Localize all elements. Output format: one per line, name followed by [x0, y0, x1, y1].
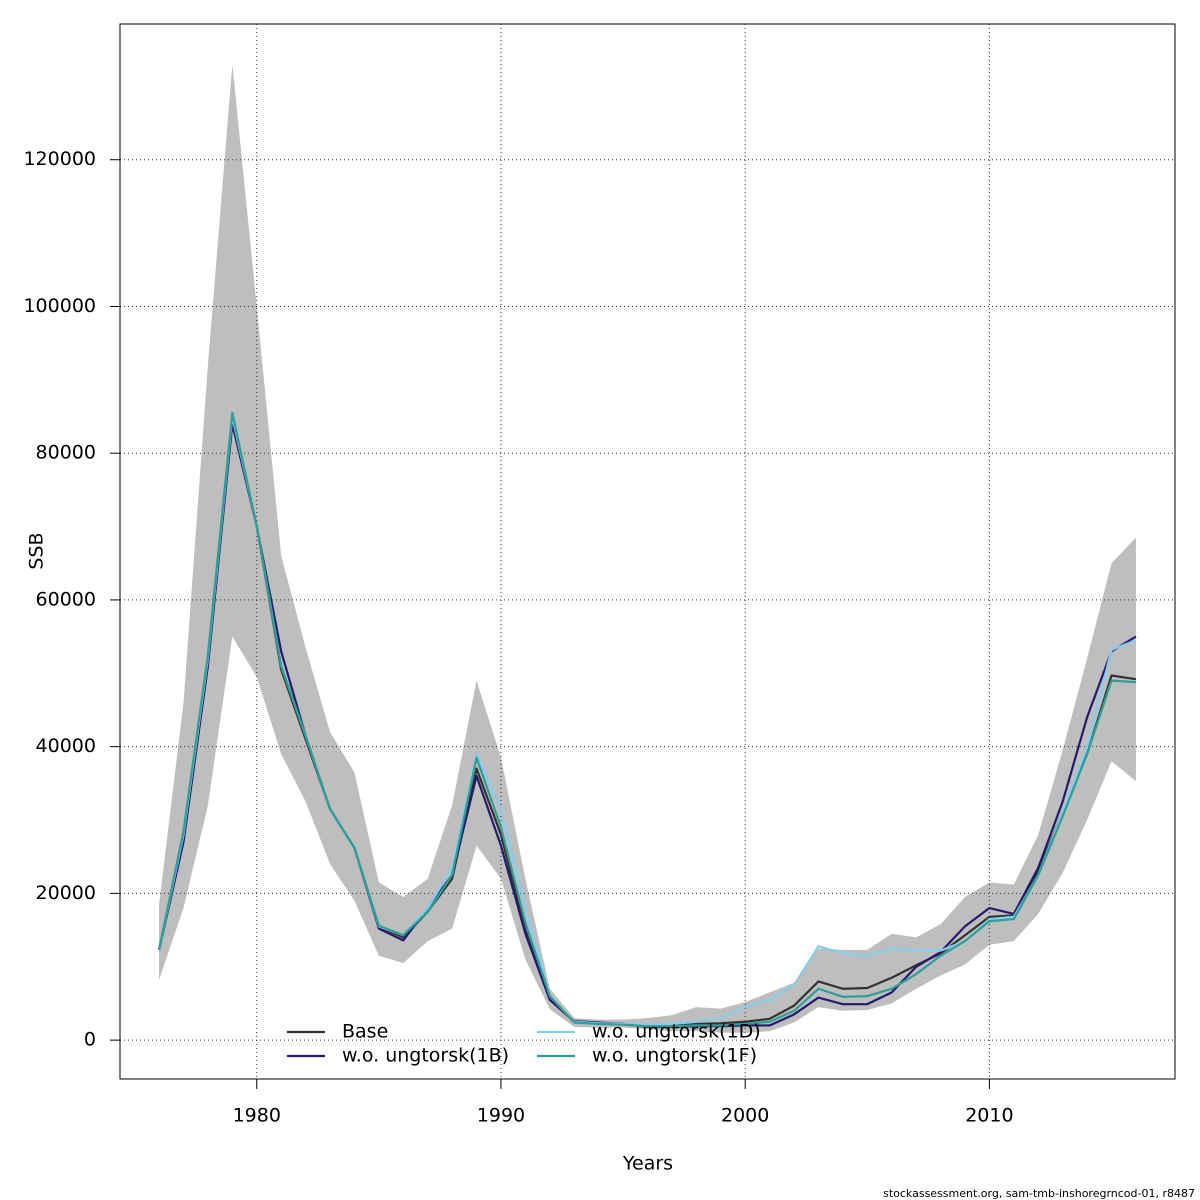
x-tick-label: 1980: [233, 1105, 281, 1127]
x-tick-label: 1990: [477, 1105, 525, 1127]
x-tick-label: 2010: [965, 1105, 1013, 1127]
x-axis-label: Years: [622, 1153, 673, 1175]
legend-label: w.o. ungtorsk(1B): [342, 1045, 509, 1067]
y-tick-label: 0: [84, 1029, 96, 1051]
legend-label: w.o. ungtorsk(1D): [592, 1021, 761, 1043]
series-line: [157, 411, 1136, 1028]
y-tick-label: 60000: [36, 588, 96, 610]
y-tick-label: 40000: [36, 735, 96, 757]
y-tick-label: 20000: [36, 882, 96, 904]
plot-frame: [119, 23, 1176, 1080]
legend-label: w.o. ungtorsk(1F): [592, 1045, 757, 1067]
y-tick-label: 100000: [23, 295, 96, 317]
y-tick-label: 120000: [23, 148, 96, 170]
footer: stockassessment.org, sam-tmb-inshoregrnc…: [883, 1187, 1195, 1200]
x-tick-label: 2000: [721, 1105, 769, 1127]
y-axis-label: SSB: [26, 532, 48, 569]
legend-label: Base: [342, 1021, 388, 1043]
y-tick-label: 80000: [36, 442, 96, 464]
